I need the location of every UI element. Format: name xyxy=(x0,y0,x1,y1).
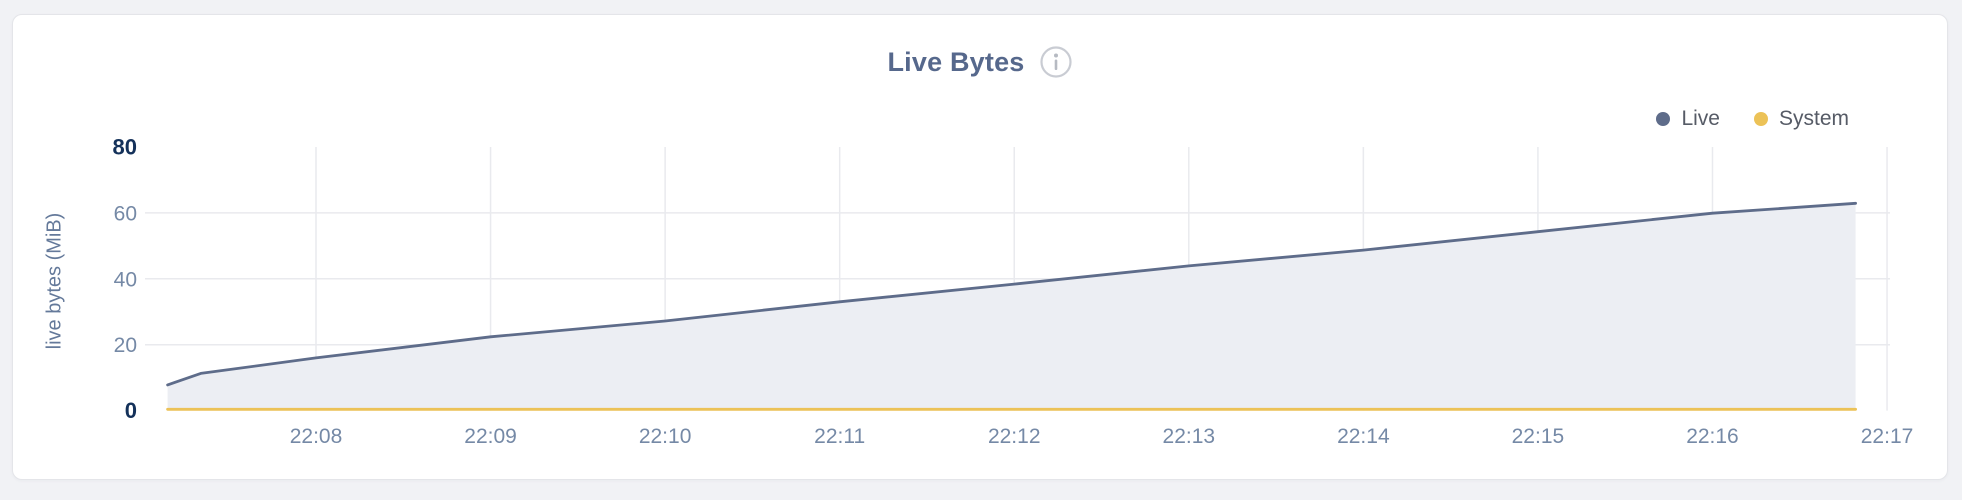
x-tick-label: 22:09 xyxy=(464,425,517,448)
chart-title: Live Bytes xyxy=(887,46,1025,77)
x-tick-label: 22:10 xyxy=(639,425,692,448)
live-area xyxy=(167,203,1856,411)
x-tick-label: 22:13 xyxy=(1163,425,1216,448)
x-tick-label: 22:15 xyxy=(1512,425,1565,448)
x-tick-label: 22:12 xyxy=(988,425,1041,448)
legend-item-system[interactable]: System xyxy=(1753,107,1849,131)
x-tick-label: 22:08 xyxy=(290,425,343,448)
x-tick-label: 22:17 xyxy=(1861,425,1914,448)
chart-legend: Live System xyxy=(1656,107,1849,131)
y-tick-label: 60 xyxy=(114,202,137,225)
x-tick-label: 22:16 xyxy=(1686,425,1739,448)
chart-header: Live Bytes xyxy=(13,45,1947,79)
y-tick-label: 40 xyxy=(114,268,137,291)
legend-item-live[interactable]: Live xyxy=(1656,107,1720,131)
legend-swatch-system xyxy=(1753,112,1768,126)
y-tick-label: 20 xyxy=(114,334,137,357)
legend-swatch-live xyxy=(1656,112,1671,126)
x-tick-label: 22:14 xyxy=(1337,425,1390,448)
live-line xyxy=(166,201,1857,387)
info-icon[interactable] xyxy=(1039,45,1073,79)
legend-label-system: System xyxy=(1778,107,1849,130)
legend-label-live: Live xyxy=(1681,107,1720,130)
x-tick-label: 22:11 xyxy=(814,425,865,448)
y-tick-label: 0 xyxy=(125,398,137,423)
y-tick-label: 80 xyxy=(113,134,137,159)
